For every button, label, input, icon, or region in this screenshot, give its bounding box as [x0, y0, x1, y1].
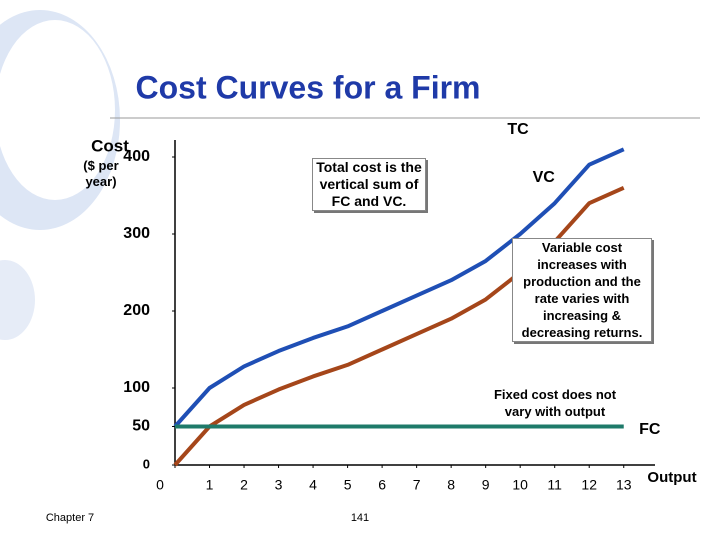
x-axis-label: Output — [647, 469, 696, 486]
y-tick-label: 200 — [123, 302, 150, 319]
annotation: Fixed cost does not vary with output — [484, 386, 626, 420]
decor — [0, 260, 35, 340]
x-tick-label: 9 — [482, 477, 490, 493]
x-tick-label: 12 — [581, 477, 597, 493]
x-tick-label: 3 — [275, 477, 283, 493]
series-label: FC — [639, 421, 661, 438]
x-tick-label: 6 — [378, 477, 386, 493]
annotation: Variable cost increases with production … — [512, 238, 652, 342]
x-tick-label: 4 — [309, 477, 317, 493]
series-label: TC — [507, 121, 529, 138]
x-tick-label: 1 — [206, 477, 214, 493]
y-tick-label: 0 — [143, 456, 150, 471]
x-tick-label: 5 — [344, 477, 352, 493]
page-number: 141 — [351, 512, 369, 524]
x-tick-label: 10 — [512, 477, 528, 493]
chart-title: Cost Curves for a Firm — [136, 69, 481, 105]
y-tick-label: 50 — [132, 418, 150, 435]
annotation: Total cost is the vertical sum of FC and… — [312, 158, 426, 211]
decor — [0, 20, 115, 200]
y-tick-label: 100 — [123, 379, 150, 396]
x-tick-label: 2 — [240, 477, 248, 493]
y-tick-label: 300 — [123, 225, 150, 242]
x-tick-label: 7 — [413, 477, 421, 493]
x-tick-label: 11 — [547, 477, 562, 493]
series-label: VC — [533, 169, 556, 186]
footer: Chapter 7 — [46, 512, 94, 524]
y-axis-unit: ($ per year) — [83, 158, 119, 189]
y-axis-label: Cost — [91, 136, 129, 155]
y-tick-label: 400 — [123, 148, 150, 165]
x-tick-label: 0 — [156, 477, 164, 493]
x-tick-label: 8 — [447, 477, 455, 493]
x-tick-label: 13 — [616, 477, 632, 493]
series-line — [173, 147, 625, 428]
